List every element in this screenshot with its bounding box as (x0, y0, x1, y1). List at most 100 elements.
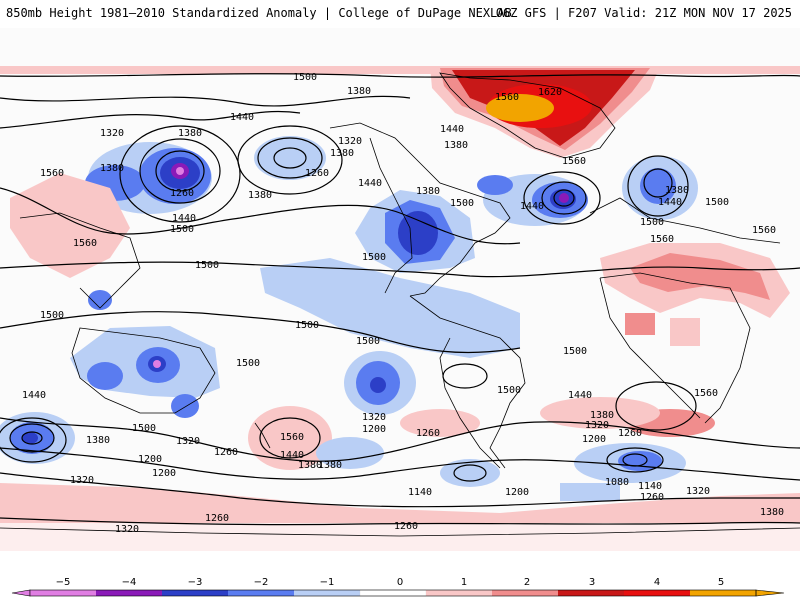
contour-high-spacific (259, 417, 321, 459)
colorbar-seg-plus2 (492, 590, 558, 596)
contour-label: 1320 (585, 420, 609, 431)
height-contours (0, 73, 800, 526)
contour-label: 1560 (752, 225, 776, 236)
contour-label: 1560 (73, 238, 97, 249)
contour-label: 1380 (330, 148, 354, 159)
coast-europe (589, 197, 781, 244)
asia-positive-anom (10, 173, 130, 278)
contour-label: 1320 (70, 475, 94, 486)
contour-1440-south (0, 417, 800, 462)
contour-label: 1500 (295, 320, 319, 331)
colorbar-seg-zero (359, 589, 427, 597)
colorbar-tick: −4 (122, 577, 137, 588)
colorbar-seg-minus1 (294, 590, 360, 596)
contour-so-low-1 (21, 431, 43, 445)
contour-1260-south (0, 472, 800, 508)
colorbar-seg-plus5 (690, 590, 756, 596)
colorbar-tick: 5 (718, 577, 724, 588)
contour-label: 1500 (236, 358, 260, 369)
contour-label: 1440 (568, 390, 592, 401)
nova-scotia-anom (477, 175, 513, 195)
contour-label: 1200 (505, 487, 529, 498)
contour-labels: 1500 1380 1440 1320 1380 1560 1380 1260 … (22, 72, 784, 535)
colorbar-seg-plus3 (558, 590, 624, 596)
contour-1200-polar (0, 517, 800, 526)
contour-label: 1440 (230, 112, 254, 123)
contour-label: 1500 (40, 310, 64, 321)
map-title: 850mb Height 1981–2010 Standardized Anom… (6, 6, 512, 20)
contour-label: 1380 (760, 507, 784, 518)
contour-label: 1440 (440, 124, 464, 135)
tropical-pacific-anom (260, 258, 520, 358)
contour-label: 1500 (563, 346, 587, 357)
contour-label: 1380 (665, 185, 689, 196)
africa-small-anom-2 (670, 318, 700, 346)
colorbar-seg-minus2 (228, 590, 294, 596)
contour-label: 1200 (152, 468, 176, 479)
contour-label: 1260 (170, 188, 194, 199)
contour-so-low-5 (606, 447, 664, 473)
colorbar-arrow-right (755, 589, 785, 597)
coast-asia (19, 212, 141, 309)
colorbar-tick: −1 (320, 577, 335, 588)
gulf-alaska-anom (254, 136, 326, 180)
contour-label: 1260 (640, 492, 664, 503)
coast-australia (71, 327, 216, 414)
contour-label: 1260 (305, 168, 329, 179)
coast-na-west (369, 137, 413, 294)
colorbar-arrow-left (11, 589, 31, 597)
africa-small-anom (625, 313, 655, 335)
atlantic-low-anom-4 (559, 193, 569, 203)
colorbar-seg-plus1 (426, 590, 492, 596)
contour-1440-mid (0, 187, 521, 245)
contour-label: 1560 (694, 388, 718, 399)
contour-label: 1380 (86, 435, 110, 446)
contour-label: 1260 (214, 447, 238, 458)
sa-anom-3 (370, 377, 386, 393)
colorbar-seg-minus3 (162, 590, 228, 596)
contour-high-indian (615, 381, 697, 431)
contour-so-low-4 (622, 453, 648, 467)
contour-label: 1320 (362, 412, 386, 423)
contour-low-gulf-3 (237, 125, 343, 195)
contour-label: 1260 (205, 513, 229, 524)
pacific-low-anom-5 (176, 167, 184, 175)
colorbar-outline (29, 589, 757, 597)
contour-low-gulf-1 (273, 147, 307, 169)
contour-label: 1500 (293, 72, 317, 83)
contour-low-pacific-1 (155, 150, 205, 192)
australia-anom-6 (171, 394, 199, 418)
contour-so-low-6 (453, 464, 487, 482)
contour-label: 1380 (318, 460, 342, 471)
contour-label: 1560 (650, 234, 674, 245)
contour-label: 1440 (358, 178, 382, 189)
contour-label: 1500 (640, 217, 664, 228)
contour-low-europe-1 (643, 168, 673, 198)
contour-label: 1320 (100, 128, 124, 139)
anomaly-map: 1500 1380 1440 1320 1380 1560 1380 1260 … (0, 28, 800, 551)
contour-label: 1560 (40, 168, 64, 179)
coast-africa-west (599, 277, 701, 419)
contour-low-atlantic-1 (553, 189, 575, 207)
contour-label: 1500 (450, 198, 474, 209)
contour-label: 1380 (590, 410, 614, 421)
coast-south-america-west (439, 337, 501, 469)
contour-label: 1380 (298, 460, 322, 471)
contour-label: 1440 (172, 213, 196, 224)
contour-label: 1200 (582, 434, 606, 445)
colorbar-tick: 3 (589, 577, 595, 588)
contour-1560-subtrop (0, 261, 800, 278)
contour-1440-n (0, 110, 301, 129)
coast-north-america (329, 122, 511, 297)
australia-anom-5 (153, 360, 161, 368)
colorbar-seg-minus5 (30, 590, 96, 596)
contour-label: 1440 (658, 197, 682, 208)
colorbar-tick: 2 (524, 577, 530, 588)
contour-label: 1200 (362, 424, 386, 435)
coast-antarctica (0, 527, 800, 537)
contour-label: 1440 (280, 450, 304, 461)
contour-1320-south (0, 447, 800, 481)
contour-label: 1500 (497, 385, 521, 396)
contour-label: 1440 (22, 390, 46, 401)
contour-label: 1140 (408, 487, 432, 498)
